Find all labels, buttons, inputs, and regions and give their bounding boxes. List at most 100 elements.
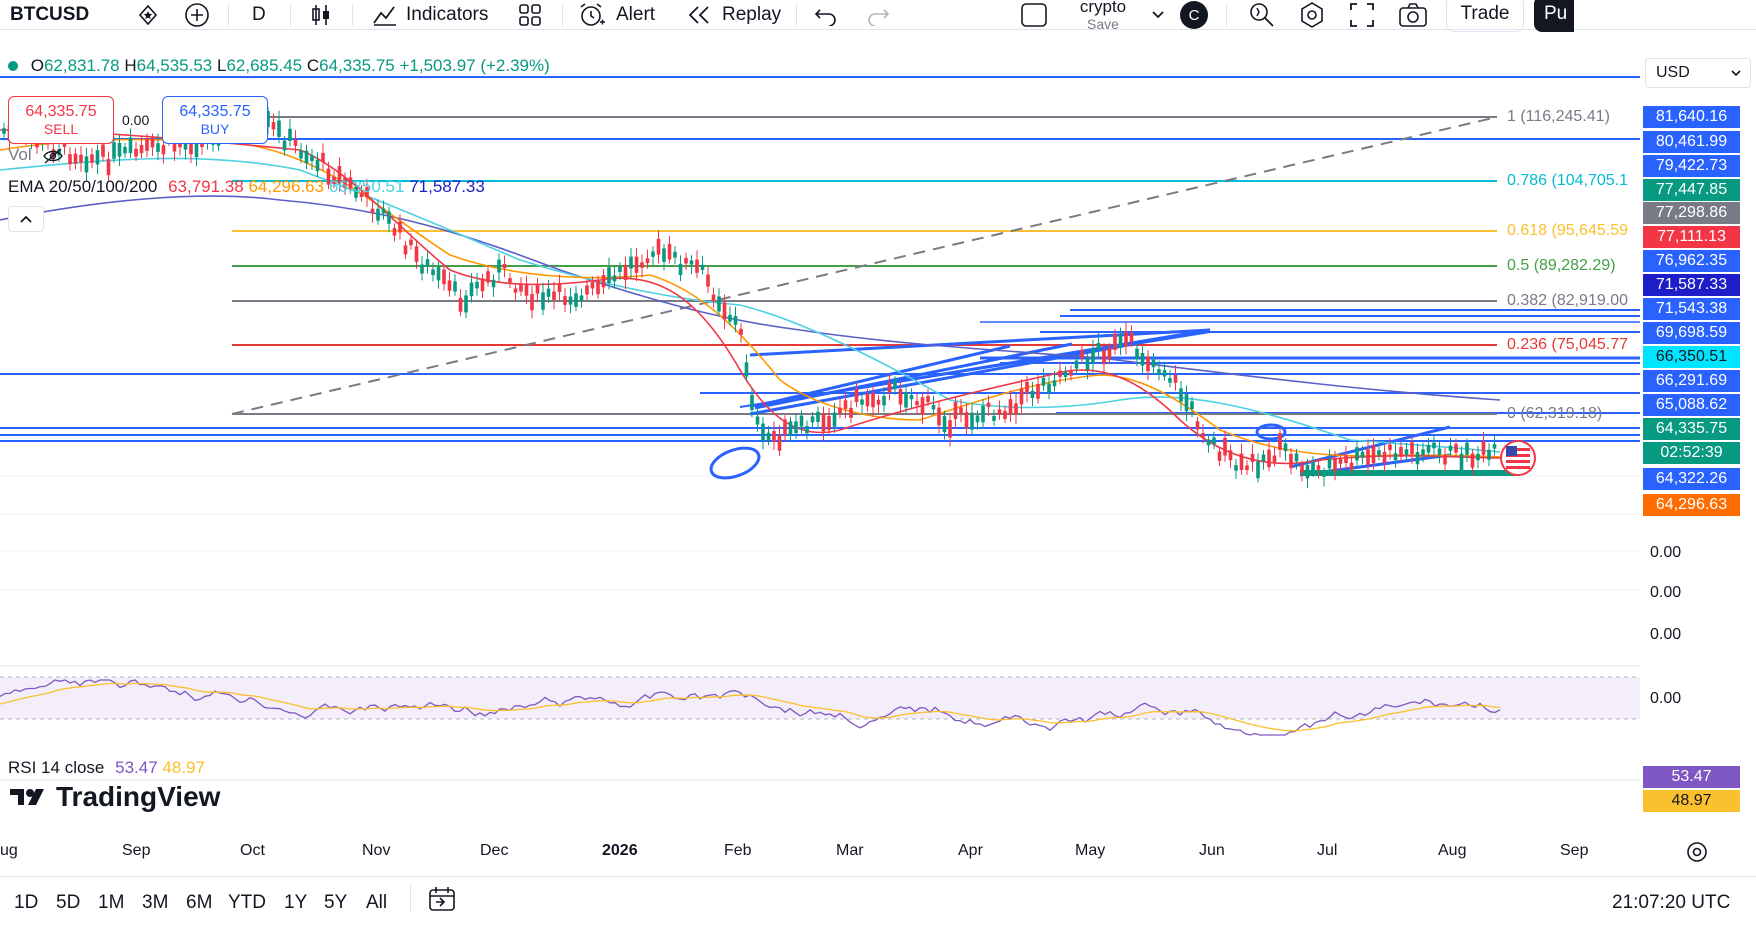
- range-button-1m[interactable]: 1M: [98, 892, 125, 913]
- candle-body: [1080, 349, 1084, 359]
- candle-body: [123, 146, 127, 154]
- range-button-3m[interactable]: 3M: [142, 892, 169, 913]
- goto-settings-icon[interactable]: [1685, 840, 1709, 869]
- layout-name-button[interactable]: crypto Save: [1068, 0, 1138, 32]
- candle-body: [1267, 449, 1271, 468]
- candle-body: [755, 416, 760, 425]
- candle-body: [1201, 433, 1205, 438]
- range-button-all[interactable]: All: [366, 892, 388, 913]
- undo-icon[interactable]: [814, 0, 838, 30]
- replay-label: Replay: [722, 4, 782, 25]
- rsi-axis-value: 53.47: [1643, 766, 1740, 788]
- time-axis-label: Feb: [724, 842, 752, 859]
- calendar-icon[interactable]: [428, 886, 456, 917]
- candle-body: [601, 274, 606, 288]
- candle-body: [920, 397, 925, 415]
- candle-body: [1322, 471, 1326, 477]
- trade-button[interactable]: Trade: [1446, 0, 1524, 32]
- price-axis-label: 64,335.75: [1643, 418, 1740, 440]
- candle-body: [695, 259, 699, 273]
- candle-body: [1195, 421, 1200, 430]
- candle-body: [794, 421, 798, 434]
- price-axis-label: 71,587.33: [1643, 274, 1740, 296]
- price-chart[interactable]: [0, 40, 1640, 852]
- range-button-1d[interactable]: 1D: [14, 892, 39, 913]
- quick-search-icon[interactable]: [1248, 0, 1276, 30]
- compare-add-icon[interactable]: [184, 0, 210, 30]
- candle-body: [139, 145, 144, 154]
- price-axis-label: 77,298.86: [1643, 202, 1740, 224]
- fullscreen-icon[interactable]: [1348, 0, 1376, 30]
- candle-body: [491, 279, 496, 288]
- range-button-1y[interactable]: 1Y: [284, 892, 308, 913]
- candle-body: [750, 394, 754, 411]
- candles-icon[interactable]: [310, 0, 332, 30]
- candle-body: [178, 141, 182, 148]
- tradingview-logo[interactable]: TradingView: [10, 781, 220, 813]
- fib-label-0236: 0.236 (75,045.77: [1507, 336, 1628, 353]
- avatar[interactable]: C: [1180, 1, 1208, 29]
- candle-body: [304, 150, 309, 164]
- candle-body: [1316, 465, 1321, 470]
- chevron-down-icon[interactable]: [1150, 0, 1166, 30]
- us-flag-icon[interactable]: [1500, 440, 1536, 476]
- candle-body: [299, 150, 303, 159]
- price-axis-label: 77,447.85: [1643, 179, 1740, 201]
- interval-button[interactable]: D: [252, 0, 266, 30]
- candle-body: [700, 264, 705, 270]
- fibonacci-levels[interactable]: [231, 116, 1498, 415]
- time-axis-label: Sep: [122, 842, 151, 859]
- candle-body: [1371, 445, 1376, 464]
- candle-body: [849, 407, 853, 418]
- alarm-clock-icon: [580, 3, 605, 26]
- candle-body: [1074, 360, 1079, 369]
- candle-body: [156, 143, 160, 152]
- candle-body: [1058, 370, 1062, 377]
- favorite-icon[interactable]: [136, 0, 160, 30]
- sell-button[interactable]: 64,335.75 SELL: [8, 96, 114, 144]
- replay-button[interactable]: Replay: [686, 0, 781, 30]
- price-axis-label: 77,111.13: [1643, 226, 1740, 248]
- buy-button[interactable]: 64,335.75 BUY: [162, 96, 268, 144]
- rsi-legend[interactable]: RSI 14 close 53.47 48.97: [8, 758, 205, 778]
- settings-gear-icon[interactable]: [1298, 0, 1326, 30]
- candle-body: [1014, 403, 1018, 415]
- publish-button[interactable]: Pu: [1534, 0, 1574, 32]
- candle-body: [860, 399, 864, 405]
- candle-body: [1091, 348, 1095, 363]
- candle-body: [172, 142, 177, 152]
- range-button-5y[interactable]: 5Y: [324, 892, 348, 913]
- chevron-up-icon: [20, 215, 32, 223]
- candle-body: [1162, 370, 1167, 377]
- range-button-5d[interactable]: 5D: [56, 892, 81, 913]
- candle-body: [409, 239, 413, 246]
- redo-icon[interactable]: [866, 0, 890, 30]
- candle-body: [722, 302, 727, 320]
- candle-body: [1355, 447, 1359, 461]
- ema-lines: [0, 129, 1501, 465]
- candle-body: [1223, 437, 1227, 456]
- candle-body: [453, 281, 457, 292]
- candle-body: [1399, 446, 1403, 457]
- ema-legend[interactable]: EMA 20/50/100/200 63,791.38 64,296.63 66…: [8, 177, 485, 197]
- candle-body: [1404, 449, 1409, 456]
- candle-body: [898, 389, 903, 405]
- candle-body: [1003, 410, 1007, 420]
- symbol-search[interactable]: BTCUSD: [10, 0, 89, 30]
- alert-button[interactable]: Alert: [578, 0, 655, 30]
- alert-label: Alert: [616, 4, 656, 25]
- hidden-eye-icon[interactable]: [42, 147, 64, 164]
- range-button-ytd[interactable]: YTD: [228, 892, 266, 913]
- layouts-grid-icon[interactable]: [518, 0, 542, 30]
- camera-icon[interactable]: [1398, 0, 1428, 30]
- range-button-6m[interactable]: 6M: [186, 892, 213, 913]
- symbol-label: BTCUSD: [10, 4, 90, 25]
- candle-body: [596, 280, 600, 295]
- candle-body: [865, 393, 870, 407]
- candle-body: [1426, 444, 1431, 453]
- currency-select[interactable]: USD: [1645, 58, 1751, 88]
- collapse-legend-button[interactable]: [8, 206, 44, 232]
- layout-icon[interactable]: [1020, 0, 1048, 30]
- indicators-button[interactable]: Indicators: [372, 0, 488, 30]
- candle-body: [370, 208, 375, 213]
